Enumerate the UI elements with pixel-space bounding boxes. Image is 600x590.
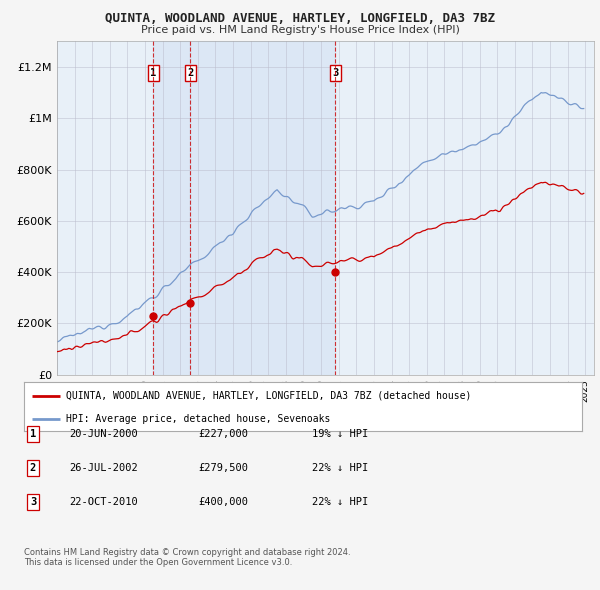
Text: 3: 3 <box>332 68 338 78</box>
Text: 1: 1 <box>150 68 157 78</box>
Text: 2: 2 <box>30 463 36 473</box>
Text: 2: 2 <box>187 68 193 78</box>
Text: 22% ↓ HPI: 22% ↓ HPI <box>312 497 368 507</box>
Text: Contains HM Land Registry data © Crown copyright and database right 2024.
This d: Contains HM Land Registry data © Crown c… <box>24 548 350 567</box>
Text: QUINTA, WOODLAND AVENUE, HARTLEY, LONGFIELD, DA3 7BZ (detached house): QUINTA, WOODLAND AVENUE, HARTLEY, LONGFI… <box>66 391 471 401</box>
Bar <box>190 41 335 375</box>
Text: £227,000: £227,000 <box>198 429 248 438</box>
Bar <box>154 41 190 375</box>
Text: £400,000: £400,000 <box>198 497 248 507</box>
Text: 22-OCT-2010: 22-OCT-2010 <box>69 497 138 507</box>
Text: 3: 3 <box>30 497 36 507</box>
Text: Price paid vs. HM Land Registry's House Price Index (HPI): Price paid vs. HM Land Registry's House … <box>140 25 460 35</box>
Text: QUINTA, WOODLAND AVENUE, HARTLEY, LONGFIELD, DA3 7BZ: QUINTA, WOODLAND AVENUE, HARTLEY, LONGFI… <box>105 12 495 25</box>
Text: 19% ↓ HPI: 19% ↓ HPI <box>312 429 368 438</box>
Text: 1: 1 <box>30 429 36 438</box>
Text: 26-JUL-2002: 26-JUL-2002 <box>69 463 138 473</box>
Text: 20-JUN-2000: 20-JUN-2000 <box>69 429 138 438</box>
Text: HPI: Average price, detached house, Sevenoaks: HPI: Average price, detached house, Seve… <box>66 414 330 424</box>
Text: 22% ↓ HPI: 22% ↓ HPI <box>312 463 368 473</box>
Text: £279,500: £279,500 <box>198 463 248 473</box>
